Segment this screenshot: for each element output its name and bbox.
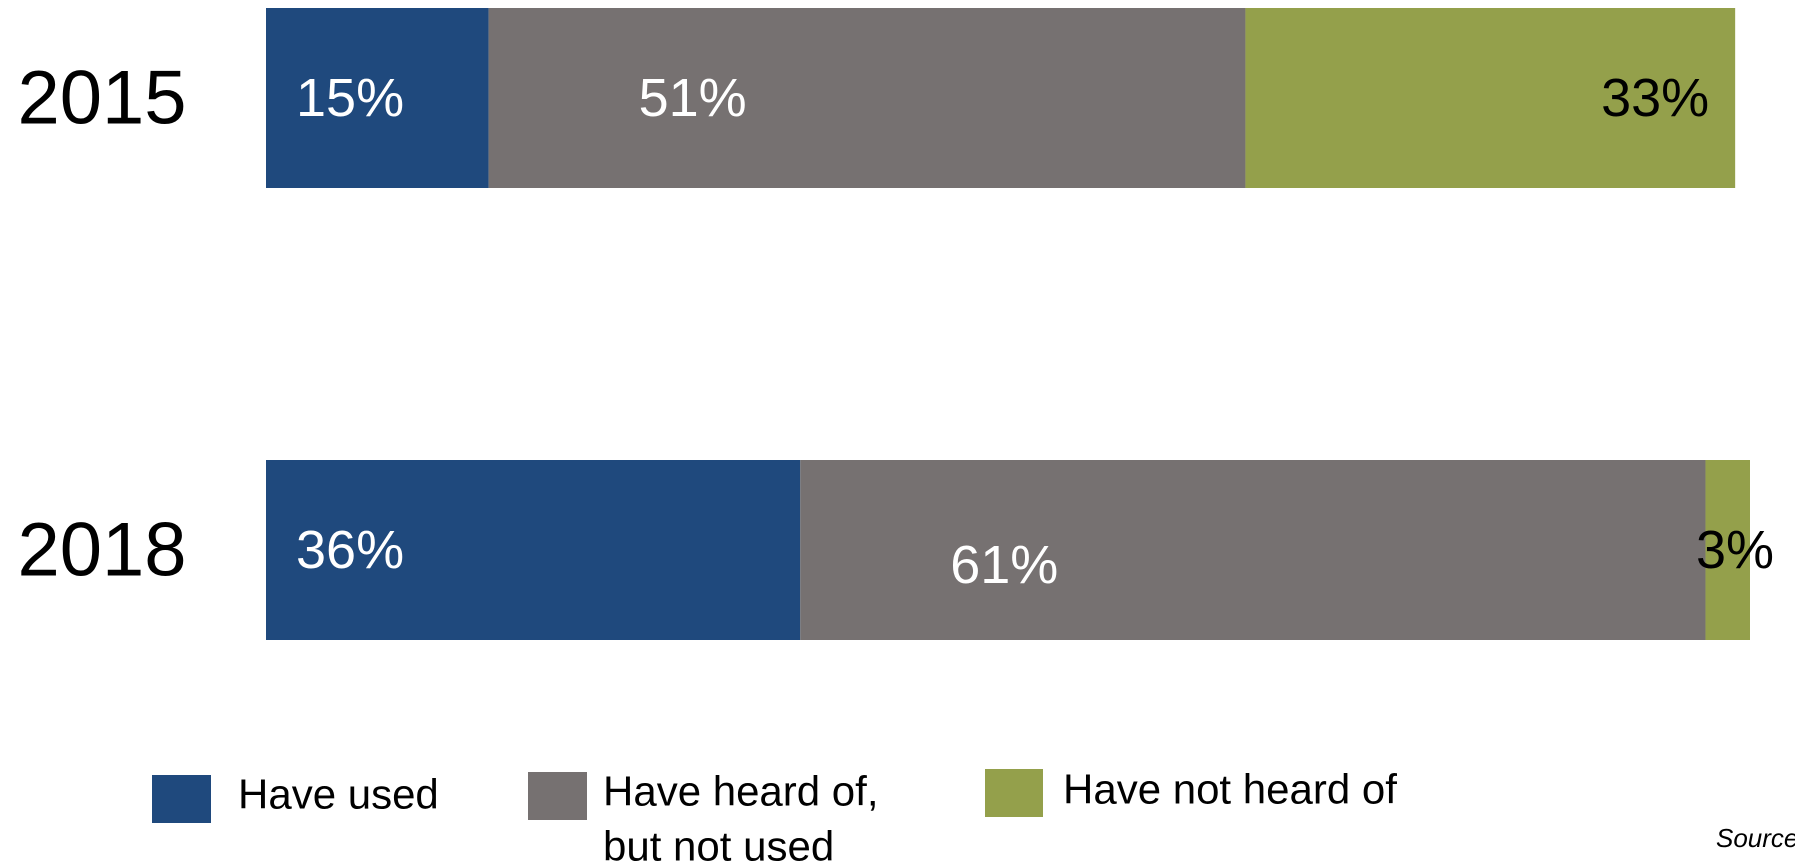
data-label-2015-1: 15% (296, 68, 404, 128)
bar-segment-2018-1 (266, 460, 801, 640)
bar-segment-2015-2 (488, 8, 1246, 188)
bar-segment-2018-2 (800, 460, 1706, 640)
legend-label-2-line-2: but not used (603, 823, 834, 865)
data-labels: 15% 51% 33% 36% 61% 3% (296, 68, 1774, 595)
bar-segment-2015-3 (1245, 8, 1736, 188)
bars-layer (266, 8, 1750, 640)
category-label-2015: 2015 (17, 56, 186, 141)
legend-label-3: Have not heard of (1063, 766, 1397, 813)
legend: Have used Have heard of, but not used Have … (152, 766, 1397, 865)
data-label-2018-3: 3% (1696, 520, 1774, 580)
legend-label-2-line-1: Have heard of, (603, 768, 879, 815)
legend-swatch-1 (152, 775, 211, 823)
legend-label-1: Have used (238, 771, 439, 818)
legend-swatch-3 (985, 769, 1043, 817)
data-label-2018-1: 36% (296, 520, 404, 580)
data-label-2018-2: 61% (950, 535, 1058, 595)
bar-segment-2015-1 (266, 8, 489, 188)
category-label-2018: 2018 (17, 508, 186, 593)
legend-swatch-2 (528, 772, 587, 820)
bar-segment-2018-3 (1705, 460, 1750, 640)
data-label-2015-2: 51% (639, 68, 747, 128)
data-label-2015-3: 33% (1601, 68, 1709, 128)
source-note: Source (1716, 823, 1795, 853)
category-labels: 2015 2018 (17, 56, 186, 593)
